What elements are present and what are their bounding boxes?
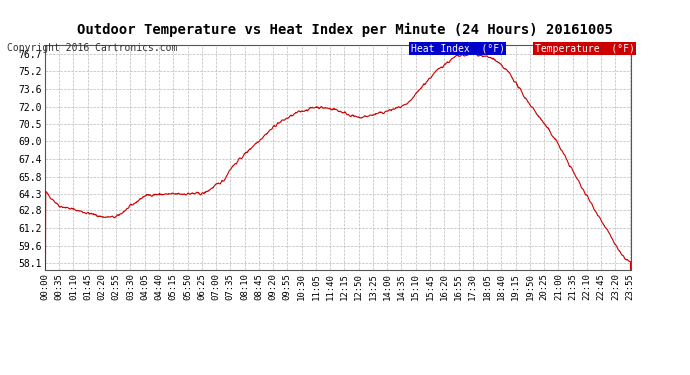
- Text: Heat Index  (°F): Heat Index (°F): [411, 44, 504, 54]
- Text: Copyright 2016 Cartronics.com: Copyright 2016 Cartronics.com: [7, 43, 177, 53]
- Text: Temperature  (°F): Temperature (°F): [535, 44, 635, 54]
- Text: Outdoor Temperature vs Heat Index per Minute (24 Hours) 20161005: Outdoor Temperature vs Heat Index per Mi…: [77, 22, 613, 37]
